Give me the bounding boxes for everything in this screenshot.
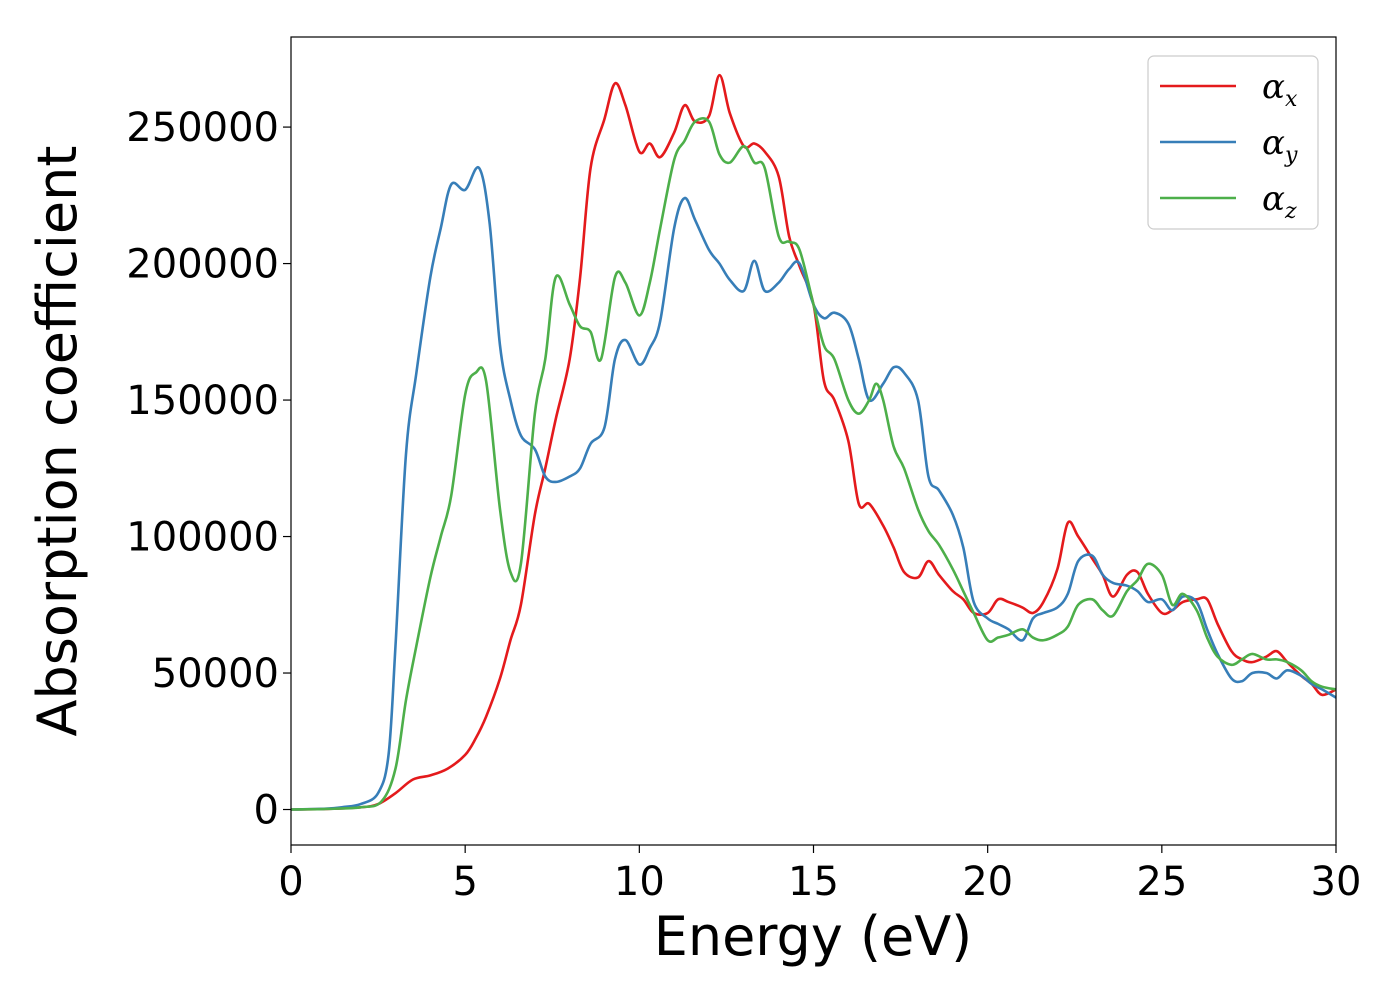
x-axis-label: Energy (eV) bbox=[654, 905, 973, 968]
y-tick-label: 50000 bbox=[152, 651, 279, 697]
x-tick-label: 5 bbox=[452, 859, 477, 905]
legend: αx αy αz bbox=[1147, 55, 1319, 230]
y-tick-label: 150000 bbox=[126, 378, 279, 424]
y-axis: 0 50000 100000 150000 200000 250000 bbox=[126, 105, 291, 834]
x-tick-label: 25 bbox=[1136, 859, 1187, 905]
legend-label-alpha-x: αx bbox=[1262, 67, 1298, 112]
x-tick-label: 30 bbox=[1311, 859, 1362, 905]
series-line-alpha-z bbox=[291, 117, 1336, 811]
legend-label-alpha-y: αy bbox=[1262, 123, 1298, 168]
series-line-alpha-y bbox=[291, 165, 1336, 811]
y-tick-label: 250000 bbox=[126, 105, 279, 151]
legend-label-alpha-z: αz bbox=[1262, 179, 1297, 224]
x-tick-label: 15 bbox=[788, 859, 839, 905]
x-axis: 0 5 10 15 20 25 30 bbox=[278, 845, 1361, 905]
x-tick-label: 10 bbox=[614, 859, 665, 905]
series-layer bbox=[291, 73, 1336, 811]
y-tick-label: 200000 bbox=[126, 242, 279, 288]
y-tick-label: 0 bbox=[254, 788, 279, 834]
x-tick-label: 0 bbox=[278, 859, 303, 905]
x-tick-label: 20 bbox=[962, 859, 1013, 905]
y-axis-label: Absorption coefficient bbox=[26, 146, 89, 737]
y-tick-label: 100000 bbox=[126, 515, 279, 561]
